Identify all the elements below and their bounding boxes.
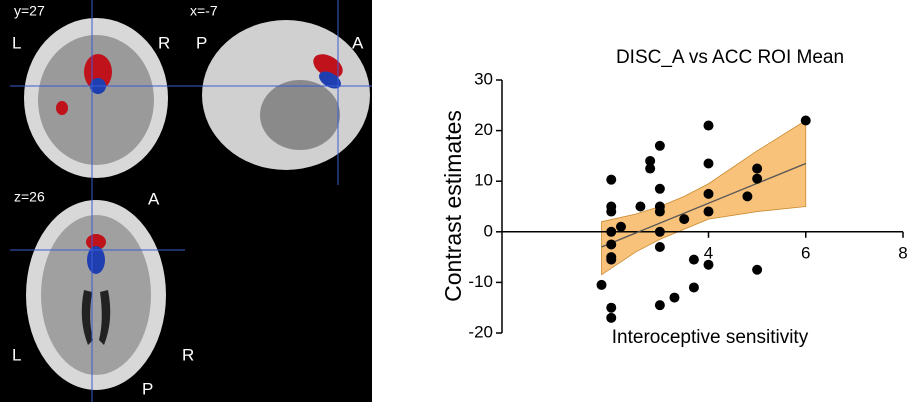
point (606, 239, 616, 249)
point (606, 227, 616, 237)
brain-panel: y=27 L R x=-7 P A z=26 A L R P (0, 0, 372, 402)
point (606, 313, 616, 323)
point (655, 184, 665, 194)
point (655, 300, 665, 310)
point (704, 189, 714, 199)
orientation-label: P (196, 33, 207, 52)
orientation-label: R (182, 345, 194, 364)
y-tick-label: 30 (474, 69, 493, 88)
point (704, 260, 714, 270)
orientation-label: A (148, 189, 160, 208)
y-tick-label: -10 (468, 272, 493, 291)
scatter-plot: DISC_A vs ACC ROI Mean Interoceptive sen… (440, 47, 908, 348)
point (669, 293, 679, 303)
y-tick-label: 20 (474, 120, 493, 139)
y-tick-label: -20 (468, 322, 493, 341)
point (606, 175, 616, 185)
point (752, 265, 762, 275)
activation-red (56, 101, 68, 115)
slice-label: x=-7 (190, 3, 218, 19)
point (689, 255, 699, 265)
point (801, 115, 811, 125)
orientation-label: L (12, 345, 21, 364)
point (704, 207, 714, 217)
point (597, 280, 607, 290)
figure: y=27 L R x=-7 P A z=26 A L R P DISC_A vs… (0, 0, 911, 402)
x-tick-label: 8 (898, 243, 907, 262)
orientation-label: A (352, 33, 364, 52)
y-tick-label: 0 (484, 221, 493, 240)
slice-label: z=26 (14, 189, 45, 205)
point (606, 255, 616, 265)
orientation-label: L (12, 33, 21, 52)
point (742, 191, 752, 201)
point (655, 141, 665, 151)
point (655, 207, 665, 217)
point (616, 222, 626, 232)
point (689, 282, 699, 292)
y-axis-label: Contrast estimates (440, 110, 466, 302)
point (645, 156, 655, 166)
orientation-label: P (142, 379, 153, 398)
point (635, 202, 645, 212)
x-tick-label: 6 (801, 243, 810, 262)
point (752, 174, 762, 184)
x-axis-label: Interoceptive sensitivity (612, 327, 809, 348)
sagittal-gray (260, 80, 340, 150)
point (606, 207, 616, 217)
point (704, 158, 714, 168)
y-tick-label: 10 (474, 171, 493, 190)
point (704, 121, 714, 131)
chart-title: DISC_A vs ACC ROI Mean (616, 47, 844, 68)
point (679, 214, 689, 224)
point (752, 164, 762, 174)
point (606, 303, 616, 313)
x-tick-label: 4 (704, 243, 713, 262)
point (655, 227, 665, 237)
point (655, 242, 665, 252)
slice-label: y=27 (14, 3, 45, 19)
orientation-label: R (158, 33, 170, 52)
